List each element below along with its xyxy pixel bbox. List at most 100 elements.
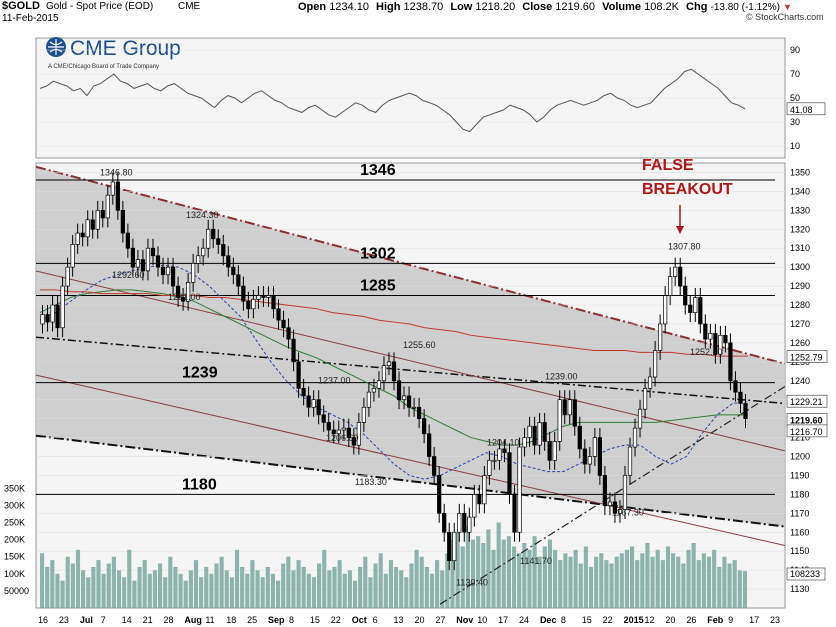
price-point-label: 1239.00 (545, 372, 578, 382)
x-tick-label: Nov (456, 615, 473, 625)
candle-body (477, 494, 482, 505)
price-tick-label: 1200 (790, 452, 810, 462)
volume-bar (537, 556, 542, 608)
price-point-label: 1292.60 (112, 270, 145, 280)
candle-body (90, 219, 95, 230)
volume-bar (450, 539, 455, 608)
candle-body (306, 395, 311, 408)
volume-bar (75, 549, 81, 608)
volume-bar (240, 566, 245, 608)
x-tick-label: 2015 (624, 615, 644, 625)
volume-bar (101, 573, 106, 608)
volume-last-value-box (786, 567, 826, 581)
price-tick-label: 1340 (790, 186, 810, 196)
volume-bar (609, 563, 614, 608)
volume-bar (578, 563, 583, 608)
candle-body (422, 418, 427, 435)
candle-body (532, 425, 537, 446)
candle-body (447, 531, 452, 562)
volume-bar (691, 543, 696, 608)
candle-body (547, 441, 552, 461)
x-tick-label: 21 (143, 615, 153, 625)
price-tick-label: 1300 (790, 262, 810, 272)
volume-tick-label: 150K (4, 552, 25, 562)
x-tick-label: 8 (561, 615, 566, 625)
volume-bar (527, 549, 532, 608)
volume-bar (676, 556, 681, 608)
x-tick-label: Sep (268, 615, 285, 625)
volume-bar (727, 563, 732, 608)
volume-bar (327, 570, 332, 608)
low-value: 1218.20 (475, 1, 516, 13)
x-tick-label: 17 (498, 615, 508, 625)
volume-bar (517, 553, 522, 608)
price-tick-label: 1240 (790, 376, 810, 386)
volume-bar (404, 577, 409, 608)
candle-body (723, 334, 728, 344)
x-tick-label: 17 (749, 615, 759, 625)
candle-body (301, 387, 306, 397)
candle-body (341, 427, 346, 431)
volume-bar (301, 566, 306, 608)
price-value-label: 1219.60 (790, 415, 823, 425)
candle-body (75, 232, 80, 245)
volume-bar (414, 549, 419, 608)
volume-bar (368, 577, 373, 608)
candle-body (291, 338, 296, 363)
candle-body (105, 194, 110, 219)
x-tick-label: 11 (205, 615, 214, 625)
level-label-1180: 1180 (182, 476, 217, 493)
price-tick-label: 1130 (790, 584, 809, 594)
candle-body (627, 446, 633, 476)
volume-bar (347, 570, 352, 608)
cme-logo: CME Group A CME/Chicago Board of Trade C… (46, 37, 181, 70)
candle-body (457, 512, 462, 533)
x-tick-label: 12 (645, 615, 655, 625)
candle-body (663, 295, 668, 325)
candle-body (251, 298, 256, 310)
candle-body (442, 512, 447, 533)
candle-body (135, 259, 141, 268)
rsi-line (39, 68, 746, 133)
volume-bar (342, 573, 347, 608)
volume-bar (86, 577, 91, 608)
volume-bar (332, 566, 337, 608)
candle-body (346, 427, 351, 438)
candle-body (678, 266, 683, 287)
x-tick-label: 10 (477, 615, 487, 625)
channel-upper-line (36, 165, 785, 365)
volume-bar (219, 556, 224, 608)
x-tick-label: 23 (59, 615, 69, 625)
volume-bar (455, 532, 460, 608)
volume-bar (460, 546, 465, 608)
x-tick-label: 20 (665, 615, 675, 625)
cme-tagline: A CME/Chicago Board of Trade Company (48, 64, 159, 70)
volume-label: Volume (602, 1, 642, 13)
candle-body (155, 255, 161, 268)
volume-bar (50, 560, 55, 608)
volume-bar (163, 577, 168, 608)
x-tick-label: 9 (728, 615, 733, 625)
candle-body (256, 295, 261, 300)
candle-body (683, 285, 688, 306)
candle-body (196, 255, 201, 264)
volume-bar (630, 546, 635, 608)
candle-body (688, 304, 693, 313)
x-tick-label: 6 (373, 615, 378, 625)
candle-body (577, 425, 582, 450)
candle-body (211, 228, 216, 240)
volume-bar (542, 546, 547, 608)
candle-body (145, 247, 151, 272)
volume-bar (696, 560, 701, 608)
candle-body (95, 209, 100, 230)
price-tick-label: 1350 (790, 167, 810, 177)
volume-bar (394, 566, 399, 608)
candle-body (55, 304, 60, 329)
candle-body (186, 281, 191, 302)
rsi-last-value-box (786, 102, 826, 116)
volume-bar (712, 549, 717, 608)
price-point-label: 1130.40 (456, 577, 488, 587)
stockcharts-credit: © StockCharts.com (746, 12, 824, 22)
price-tick-label: 1320 (790, 224, 810, 234)
